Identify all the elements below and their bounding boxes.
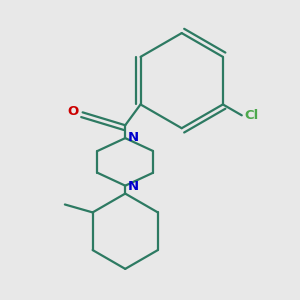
Text: N: N [128, 180, 139, 193]
Text: O: O [68, 105, 79, 118]
Text: Cl: Cl [245, 109, 259, 122]
Text: N: N [128, 130, 139, 144]
